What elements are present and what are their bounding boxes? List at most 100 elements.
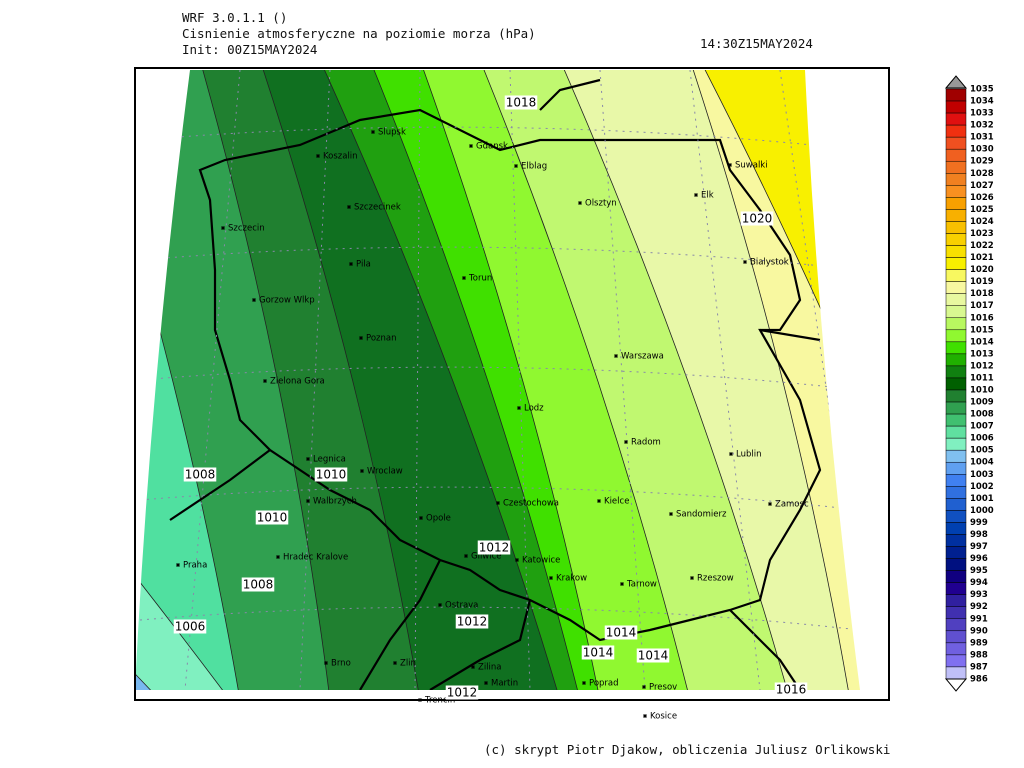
city-label: Ostrava xyxy=(445,601,478,611)
isobar-label-bg xyxy=(604,625,638,640)
isobar-label: 1014 xyxy=(638,649,669,663)
colorbar-label: 1018 xyxy=(970,289,994,299)
city-label: Trencin xyxy=(424,696,455,706)
city-marker xyxy=(438,603,442,607)
pressure-band xyxy=(200,70,420,690)
colorbar-cell xyxy=(945,257,967,270)
isobar-label-bg xyxy=(241,577,275,592)
city-label: Praha xyxy=(183,561,207,571)
isobar-label: 1008 xyxy=(185,468,216,482)
city-label: Torun xyxy=(468,274,492,284)
city-label: Radom xyxy=(631,438,661,448)
city-marker xyxy=(462,276,466,280)
city-label: Poznan xyxy=(366,334,396,344)
colorbar-label: 1010 xyxy=(970,386,994,396)
city-marker xyxy=(484,681,488,685)
city-label: Krakow xyxy=(556,574,587,584)
city-marker xyxy=(471,665,475,669)
colorbar-label: 1031 xyxy=(970,133,994,143)
city-marker xyxy=(515,558,519,562)
colorbar-label: 1029 xyxy=(970,157,994,167)
isobar-label: 1020 xyxy=(742,212,773,226)
city-marker xyxy=(614,354,618,358)
isobar-labels: 1018 1020 1008 1010 1010 1012 1008 1006 … xyxy=(173,95,808,700)
colorbar-cell xyxy=(945,474,967,487)
isobar-label: 1014 xyxy=(606,626,637,640)
colorbar-cell xyxy=(945,461,967,475)
city-label: Elblag xyxy=(521,162,547,172)
colorbar-cell xyxy=(945,522,967,535)
colorbar-cell xyxy=(945,594,967,607)
colorbar-label: 988 xyxy=(970,650,988,660)
colorbar-cell xyxy=(945,546,967,559)
city-label: Zilina xyxy=(478,663,502,673)
colorbar-cell xyxy=(945,486,967,499)
city-label: Lodz xyxy=(524,404,544,414)
city-marker xyxy=(620,582,624,586)
isobar xyxy=(689,70,851,690)
city-marker xyxy=(690,576,694,580)
colorbar-cell xyxy=(945,88,967,102)
field-title: Cisnienie atmosferyczne na poziomie morz… xyxy=(182,26,536,41)
colorbar-cell xyxy=(945,221,967,234)
colorbar-label: 986 xyxy=(970,674,988,684)
colorbar-cell xyxy=(945,425,967,439)
valid-time: 14:30Z15MAY2024 xyxy=(700,36,813,51)
colorbar-label: 1004 xyxy=(970,458,994,468)
colorbar-cell xyxy=(945,245,967,258)
colorbar-cell xyxy=(945,197,967,210)
colorbar-label: 1033 xyxy=(970,109,994,119)
city-label: Bialystok xyxy=(750,258,789,268)
city-label: Hradec Kralove xyxy=(283,553,348,563)
isobar xyxy=(559,70,791,690)
colorbar-label: 1025 xyxy=(970,205,994,215)
colorbar-label: 1035 xyxy=(970,85,994,95)
city-marker xyxy=(517,406,521,410)
colorbar-label: 1005 xyxy=(970,446,994,456)
colorbar-cell xyxy=(945,606,967,620)
city-marker xyxy=(642,685,646,689)
colorbar-cell xyxy=(945,329,967,343)
colorbar-label: 994 xyxy=(970,578,988,588)
isobar-label: 1010 xyxy=(257,511,288,525)
colorbar-cell xyxy=(945,317,967,331)
isobar xyxy=(369,70,581,690)
colorbar-label: 1021 xyxy=(970,253,994,263)
city-label: Poprad xyxy=(589,679,619,689)
colorbar-label: 1020 xyxy=(970,265,994,275)
colorbar-cell xyxy=(945,173,967,186)
colorbar-label: 993 xyxy=(970,590,988,600)
city-label: Martin xyxy=(491,679,518,689)
city-label: Lublin xyxy=(736,450,761,460)
colorbar-label: 1003 xyxy=(970,470,994,480)
colorbar-cell xyxy=(945,377,967,391)
city-marker xyxy=(252,298,256,302)
colorbar-cell xyxy=(945,389,967,403)
colorbar-label: 1030 xyxy=(970,145,994,155)
borders xyxy=(169,78,822,690)
colorbar-cell xyxy=(945,618,967,632)
city-marker xyxy=(578,201,582,205)
colorbar-cell xyxy=(945,305,967,319)
city-marker xyxy=(360,469,364,473)
colorbar-cell xyxy=(945,160,967,174)
colorbar-cell xyxy=(945,233,967,246)
colorbar-label: 1015 xyxy=(970,325,994,335)
colorbar-cell xyxy=(945,437,967,451)
colorbar-label: 1001 xyxy=(970,494,994,504)
city-marker xyxy=(306,457,310,461)
colorbar-label: 1000 xyxy=(970,506,994,516)
isobar-label-bg xyxy=(774,682,808,697)
isobar xyxy=(259,70,421,690)
city-label: Rzeszow xyxy=(697,574,734,584)
city-label: Zamosc xyxy=(775,500,809,510)
colorbar: 1035 1034 1033 1032 1031 1030 1029 1028 1027 1026… xyxy=(944,75,994,692)
city-marker xyxy=(549,576,553,580)
city-label: Opole xyxy=(426,514,451,524)
colorbar-cell xyxy=(945,654,967,668)
colorbar-label: 1011 xyxy=(970,373,994,383)
isobar-label: 1014 xyxy=(583,646,614,660)
pressure-band xyxy=(560,70,850,690)
init-time: Init: 00Z15MAY2024 xyxy=(182,42,317,57)
city-marker xyxy=(582,681,586,685)
